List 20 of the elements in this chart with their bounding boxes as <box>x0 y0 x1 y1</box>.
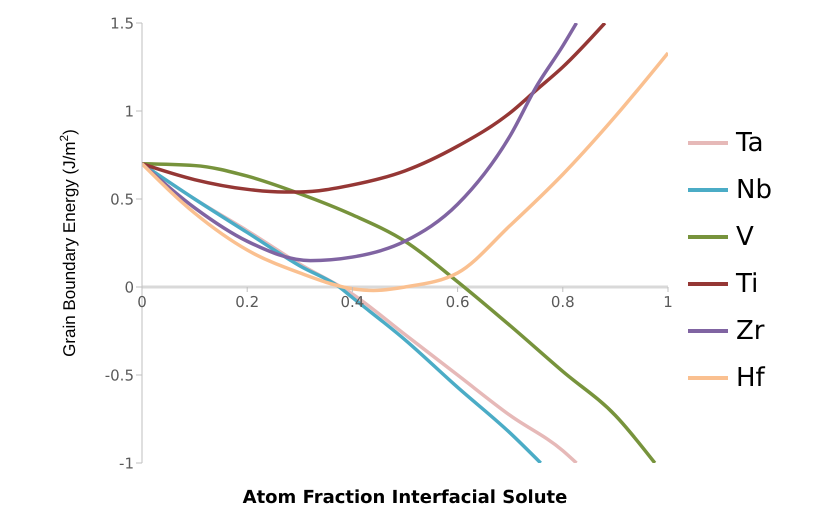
y-tick-label: -0.5 <box>104 366 134 384</box>
y-tick-label: 0.5 <box>110 190 134 208</box>
x-tick-label: 0 <box>137 293 147 311</box>
y-tick-label: 0 <box>124 278 134 296</box>
line-series <box>142 51 668 292</box>
line-series <box>142 23 607 194</box>
x-tick-label: 0.2 <box>235 293 260 311</box>
x-tick-label: 1 <box>663 293 673 311</box>
x-tick-label: 0.8 <box>550 293 575 311</box>
legend-label: Ti <box>736 268 758 300</box>
x-axis-title: Atom Fraction Interfacial Solute <box>242 487 568 508</box>
legend-label: Zr <box>736 314 765 348</box>
x-tick-label: 0.6 <box>446 293 470 311</box>
y-tick-label: 1.5 <box>110 14 134 32</box>
legend-label: Nb <box>736 174 772 206</box>
y-tick-label: -1 <box>119 454 134 472</box>
legend-label: Ta <box>736 126 764 160</box>
legend-label: Hf <box>736 362 765 394</box>
legend-label: V <box>736 220 754 254</box>
y-tick-label: 1 <box>124 102 134 120</box>
